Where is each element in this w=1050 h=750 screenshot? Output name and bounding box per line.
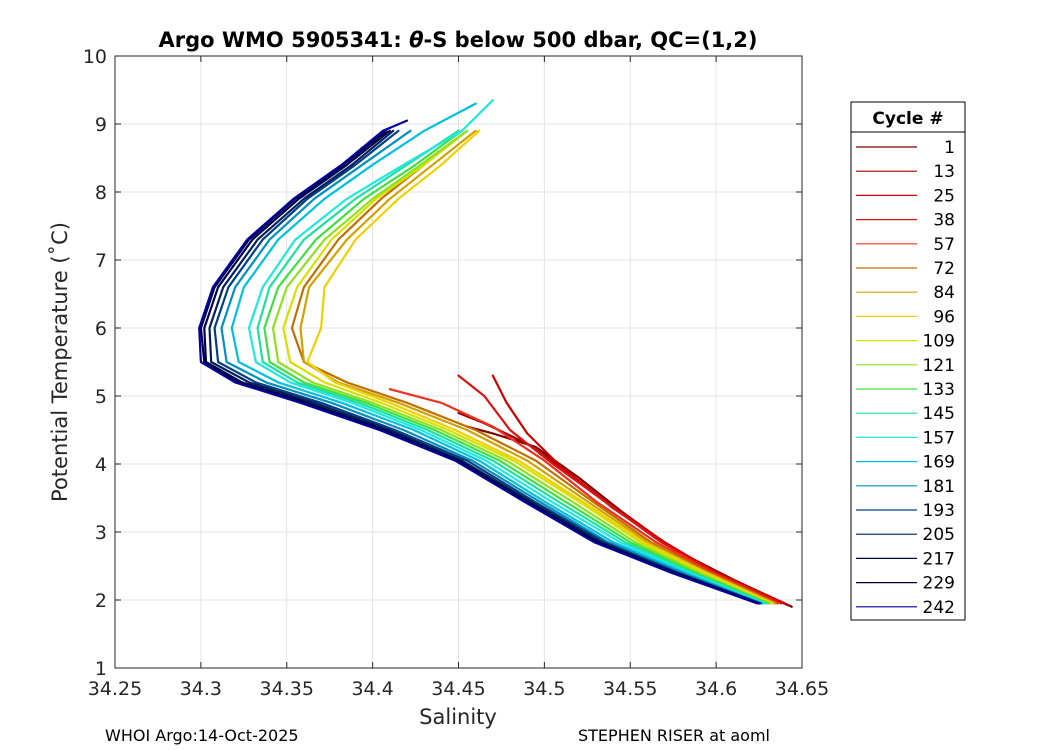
y-axis-label: Potential Temperature (˚C): [48, 222, 72, 502]
legend-label: 121: [923, 356, 955, 376]
series-line-cycle-96: [306, 129, 774, 605]
series-line-cycle-193: [213, 129, 762, 605]
x-tick-label: 34.25: [88, 678, 142, 700]
title-suffix: -S below 500 dbar, QC=(1,2): [424, 28, 758, 52]
legend-label: 38: [933, 211, 955, 231]
y-tick-label: 9: [95, 114, 107, 136]
y-tick-label: 5: [95, 386, 107, 408]
y-axis-ticks: 1 2 3 4 5 6 7 8 9 10: [83, 46, 802, 680]
footer-right: STEPHEN RISER at aoml: [578, 726, 770, 745]
y-tick-label: 8: [95, 182, 107, 204]
legend-label: 242: [923, 598, 955, 618]
title-prefix: Argo WMO 5905341:: [158, 28, 409, 52]
series-line-cycle-109: [282, 129, 773, 605]
series-line-cycle-242: [198, 119, 759, 605]
legend-label: 109: [923, 332, 955, 352]
y-tick-label: 10: [83, 46, 107, 68]
x-tick-label: 34.3: [180, 678, 222, 700]
legend-label: 13: [933, 162, 955, 182]
legend-label: 229: [923, 574, 955, 594]
series-line-cycle-57: [388, 388, 780, 605]
series-line-cycle-72: [290, 129, 778, 605]
y-tick-label: 6: [95, 318, 107, 340]
legend-label: 157: [923, 428, 955, 448]
series-line-cycle-121: [271, 129, 771, 605]
legend-label: 96: [933, 307, 955, 327]
y-tick-label: 3: [95, 522, 107, 544]
x-tick-label: 34.6: [695, 678, 737, 700]
legend-label: 84: [933, 283, 955, 303]
x-tick-label: 34.35: [260, 678, 314, 700]
legend-title: Cycle #: [872, 109, 943, 129]
series-line-cycle-84: [299, 129, 776, 605]
y-tick-label: 4: [95, 454, 107, 476]
series-line-cycle-38: [457, 374, 783, 605]
x-tick-label: 34.4: [351, 678, 393, 700]
chart-title: Argo WMO 5905341: θ-S below 500 dbar, QC…: [158, 28, 757, 52]
series-line-cycle-157: [247, 99, 766, 605]
y-tick-label: 7: [95, 250, 107, 272]
x-tick-label: 34.5: [523, 678, 565, 700]
series-line-cycle-145: [256, 129, 768, 605]
legend-label: 25: [933, 186, 955, 206]
legend-items: 1 13 25 38 57 72 84 96 109 121 133 145 157 169 181 193 2…: [856, 138, 955, 618]
y-tick-label: 2: [95, 590, 107, 612]
y-tick-label: 1: [95, 658, 107, 680]
x-tick-label: 34.55: [603, 678, 657, 700]
x-tick-label: 34.45: [431, 678, 485, 700]
series-line-cycle-133: [263, 129, 769, 605]
legend-label: 72: [933, 259, 955, 279]
legend-label: 145: [923, 404, 955, 424]
x-axis-label: Salinity: [419, 705, 497, 729]
legend-label: 169: [923, 453, 955, 473]
legend-label: 181: [923, 477, 955, 497]
legend-label: 193: [923, 501, 955, 521]
series-line-cycle-205: [208, 129, 761, 605]
title-theta: θ: [409, 28, 423, 52]
x-tick-label: 34.65: [775, 678, 829, 700]
series-lines: [198, 99, 793, 608]
legend-label: 217: [923, 549, 955, 569]
legend-label: 1: [944, 138, 955, 158]
legend-label: 57: [933, 235, 955, 255]
series-line-cycle-181: [220, 129, 762, 605]
legend: Cycle # 1 13 25 38 57 72 84 96 109 121 133 145 157 16…: [850, 101, 966, 621]
x-axis-ticks: 34.25 34.3 34.35 34.4 34.45 34.5 34.55 34.6 34.6…: [88, 56, 829, 700]
footer-left: WHOI Argo:14-Oct-2025: [105, 726, 299, 745]
legend-label: 133: [923, 380, 955, 400]
legend-label: 205: [923, 525, 955, 545]
series-line-cycle-169: [230, 102, 764, 605]
